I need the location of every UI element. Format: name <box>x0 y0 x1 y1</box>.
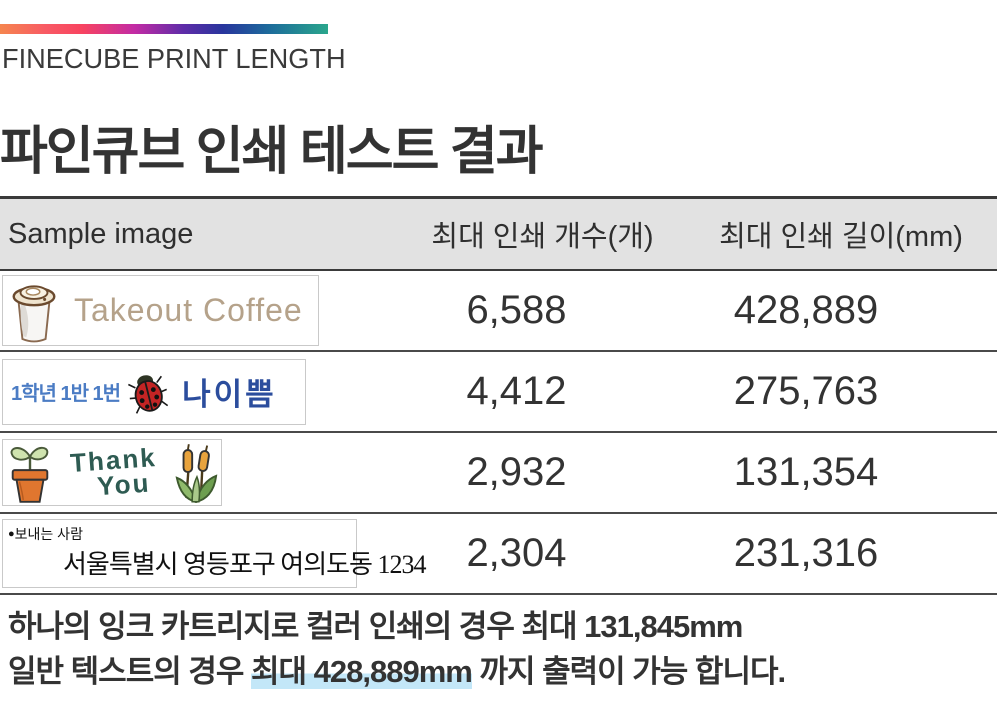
thankyou-label-image: Thank You <box>2 439 222 506</box>
footer-line1: 하나의 잉크 카트리지로 컬러 인쇄의 경우 최대 131,845mm <box>8 609 743 644</box>
coffee-label-text: Takeout Coffee <box>74 292 303 328</box>
address-label-image: ●보내는 사람 서울특별시 영등포구 여의도동 1234 <box>2 519 426 588</box>
column-header-count: 최대 인쇄 개수(개) <box>431 221 654 253</box>
page-title: 파인큐브 인쇄 테스트 결과 <box>0 122 544 181</box>
brand-gradient-bar <box>0 24 328 34</box>
footer-highlight: 최대 428,889mm <box>251 654 473 689</box>
max-print-length: 131,354 <box>733 450 879 494</box>
sample-cell-thankyou: Thank You <box>0 433 400 512</box>
footer-line2-suffix: 까지 출력이 가능 합니다. <box>471 654 786 689</box>
table-row: Thank You <box>0 433 997 514</box>
table-row: 1학년 1반 1번 <box>0 352 997 433</box>
eyebrow-text: FINECUBE PRINT LENGTH <box>2 43 346 74</box>
footer-line2-prefix: 일반 텍스트의 경우 <box>8 654 251 689</box>
max-print-count: 4,412 <box>466 369 567 413</box>
bullet-icon: ● <box>8 528 15 540</box>
sample-cell-coffee: Takeout Coffee <box>0 271 400 350</box>
takeout-cup-icon <box>12 284 56 342</box>
footer-note: 하나의 잉크 카트리지로 컬러 인쇄의 경우 최대 131,845mm 일반 텍… <box>8 604 786 694</box>
sender-label: ●보내는 사람 <box>8 524 83 544</box>
potted-sprout-icon <box>10 446 49 503</box>
ladybug-icon <box>128 374 169 414</box>
table-header-row: Sample image 최대 인쇄 개수(개) 최대 인쇄 길이(mm) <box>0 199 997 271</box>
max-print-length: 275,763 <box>733 369 879 413</box>
sender-label-text: 보내는 사람 <box>14 526 83 542</box>
max-print-count: 2,304 <box>466 531 567 575</box>
student-name-text: 나이쁨 <box>182 377 277 412</box>
nametag-label-image: 1학년 1반 1번 <box>2 358 306 425</box>
column-header-length: 최대 인쇄 길이(mm) <box>719 221 963 253</box>
sample-cell-address: ●보내는 사람 서울특별시 영등포구 여의도동 1234 <box>0 514 426 593</box>
column-header-sample: Sample image <box>8 217 194 250</box>
max-print-length: 428,889 <box>733 288 879 332</box>
address-text: 서울특별시 영등포구 여의도동 1234 <box>63 550 426 579</box>
table-row: ●보내는 사람 서울특별시 영등포구 여의도동 1234 2,304 231,3… <box>0 514 997 595</box>
sample-cell-nametag: 1학년 1반 1번 <box>0 352 400 431</box>
print-test-table: Sample image 최대 인쇄 개수(개) 최대 인쇄 길이(mm) Ta… <box>0 196 997 595</box>
thankyou-text: Thank You <box>69 442 159 501</box>
max-print-count: 2,932 <box>466 450 567 494</box>
class-info-text: 1학년 1반 1번 <box>11 383 121 405</box>
footer-line2: 일반 텍스트의 경우 최대 428,889mm 까지 출력이 가능 합니다. <box>8 649 786 694</box>
table-row: Takeout Coffee 6,588 428,889 <box>0 271 997 352</box>
coffee-label-image: Takeout Coffee <box>2 275 319 346</box>
cattail-icon <box>175 443 218 503</box>
max-print-length: 231,316 <box>733 531 879 575</box>
max-print-count: 6,588 <box>466 288 567 332</box>
